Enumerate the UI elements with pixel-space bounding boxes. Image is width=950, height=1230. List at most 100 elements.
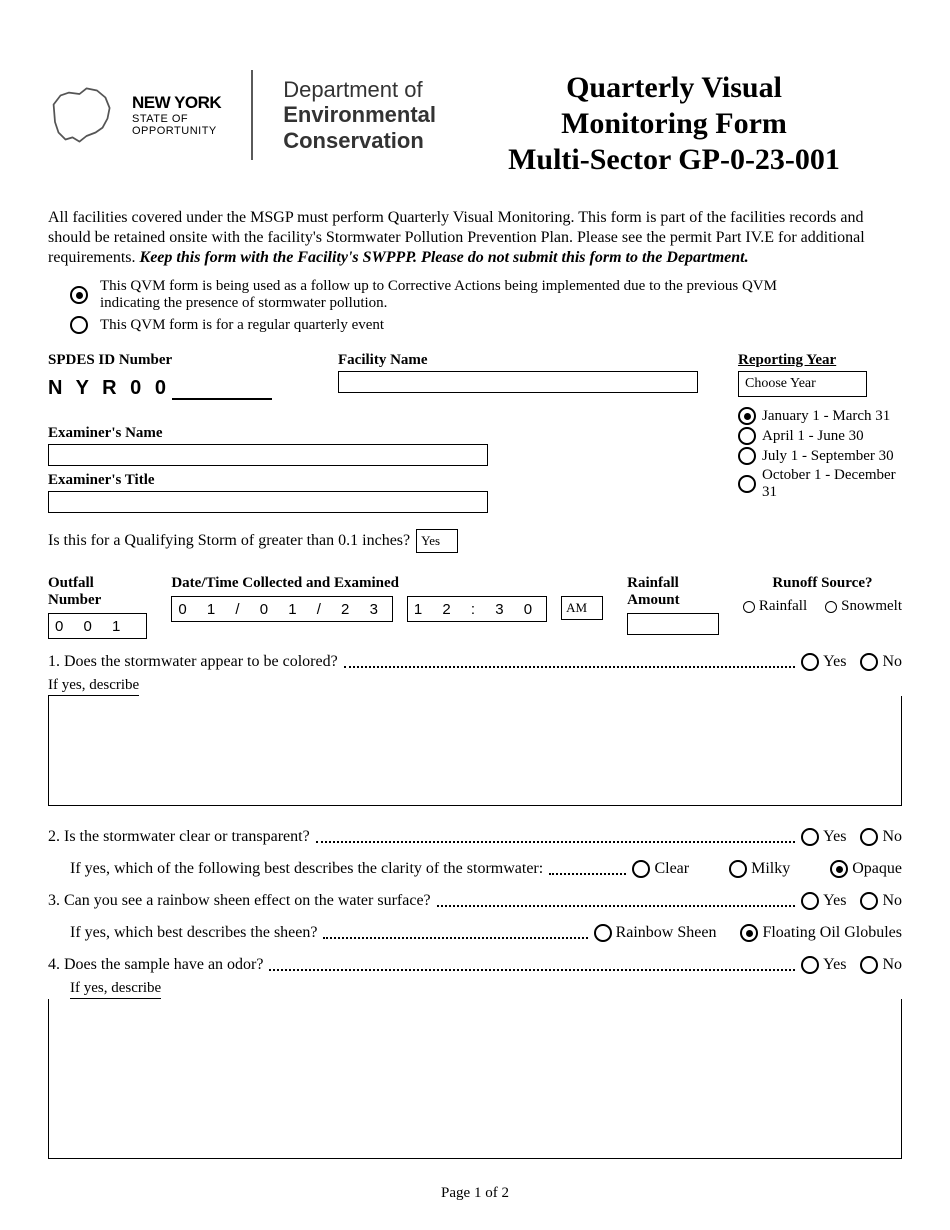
dept-l1: Department of — [283, 77, 436, 102]
radio-icon — [632, 860, 650, 878]
q1-label: January 1 - March 31 — [762, 408, 890, 425]
runoff-block: Runoff Source? Rainfall Snowmelt — [743, 575, 902, 615]
opaque-label: Opaque — [852, 860, 902, 878]
q1-desc-input[interactable] — [48, 696, 902, 806]
q2-label: April 1 - June 30 — [762, 428, 864, 445]
dots — [344, 656, 795, 668]
no-label: No — [882, 653, 902, 671]
state-sub1: STATE OF — [132, 113, 221, 125]
page-number: Page 1 of 2 — [0, 1185, 950, 1202]
q2-milky[interactable]: Milky — [729, 860, 790, 878]
yes-label: Yes — [823, 956, 846, 974]
q2-sub-text: If yes, which of the following best desc… — [70, 860, 543, 878]
radio-icon — [743, 601, 755, 613]
spdes-label: SPDES ID Number — [48, 352, 298, 369]
q4-desc-label: If yes, describe — [70, 980, 161, 999]
q1-yes[interactable]: Yes — [801, 653, 846, 671]
q2-yes[interactable]: Yes — [801, 828, 846, 846]
time-input[interactable]: 1 2 : 3 0 — [407, 596, 547, 622]
radio-icon — [860, 828, 878, 846]
option-regular[interactable]: This QVM form is for a regular quarterly… — [70, 316, 902, 334]
q2-no[interactable]: No — [860, 828, 902, 846]
q3-sub-row: If yes, which best describes the sheen? … — [70, 924, 902, 942]
q2-clear[interactable]: Clear — [632, 860, 689, 878]
ampm-select[interactable]: AM — [561, 596, 603, 620]
dept-l2: Environmental — [283, 102, 436, 127]
quarter-q2[interactable]: April 1 - June 30 — [738, 427, 902, 445]
year-select[interactable]: Choose Year — [738, 371, 867, 397]
q4-text: 4. Does the sample have an odor? — [48, 956, 263, 974]
dept-l3: Conservation — [283, 128, 436, 153]
q2-sub-row: If yes, which of the following best desc… — [70, 860, 902, 878]
radio-icon — [825, 601, 837, 613]
date-input[interactable]: 0 1 / 0 1 / 2 3 — [171, 596, 393, 622]
state-name: NEW YORK — [132, 93, 221, 113]
clear-label: Clear — [654, 860, 689, 878]
title-l1: Quarterly Visual — [446, 70, 902, 106]
q3-rainbow[interactable]: Rainbow Sheen — [594, 924, 717, 942]
q4-yes[interactable]: Yes — [801, 956, 846, 974]
year-label: Reporting Year — [738, 352, 902, 369]
no-label: No — [882, 828, 902, 846]
runoff-label: Runoff Source? — [743, 575, 902, 592]
spdes-prefix: N Y R 0 0 — [48, 377, 298, 400]
examiner-name-input[interactable] — [48, 444, 488, 466]
outfall-row: Outfall Number 0 0 1 Date/Time Collected… — [48, 575, 902, 639]
dots — [437, 895, 796, 907]
q1-no[interactable]: No — [860, 653, 902, 671]
top-options: This QVM form is being used as a follow … — [70, 278, 902, 334]
qualifying-select[interactable]: Yes — [416, 529, 458, 553]
quarter-q3[interactable]: July 1 - September 30 — [738, 447, 902, 465]
globules-label: Floating Oil Globules — [762, 924, 902, 942]
option-followup[interactable]: This QVM form is being used as a follow … — [70, 278, 902, 312]
dots — [269, 959, 795, 971]
runoff-snowmelt[interactable]: Snowmelt — [825, 598, 902, 615]
examiner-block: Examiner's Name Examiner's Title Is this… — [48, 419, 488, 553]
qualifying-row: Is this for a Qualifying Storm of greate… — [48, 529, 488, 553]
opt2-label: This QVM form is for a regular quarterly… — [100, 317, 384, 334]
form-title: Quarterly Visual Monitoring Form Multi-S… — [436, 70, 902, 178]
yes-label: Yes — [823, 828, 846, 846]
outfall-label: Outfall Number — [48, 575, 147, 609]
rainfall-col: Rainfall Amount — [627, 575, 719, 635]
facility-input[interactable] — [338, 371, 698, 393]
q2-opaque[interactable]: Opaque — [830, 860, 902, 878]
year-block: Reporting Year Choose Year January 1 - M… — [738, 352, 902, 503]
intro: All facilities covered under the MSGP mu… — [48, 208, 902, 268]
radio-icon — [738, 407, 756, 425]
q1-desc-label: If yes, describe — [48, 677, 139, 696]
rainbow-label: Rainbow Sheen — [616, 924, 717, 942]
radio-icon — [801, 828, 819, 846]
rainfall-input[interactable] — [627, 613, 719, 635]
q3-globules[interactable]: Floating Oil Globules — [740, 924, 902, 942]
radio-icon — [740, 924, 758, 942]
quarter-q4[interactable]: October 1 - December 31 — [738, 467, 902, 501]
q3-text: 3. Can you see a rainbow sheen effect on… — [48, 892, 431, 910]
q4-desc-input[interactable] — [48, 999, 902, 1159]
spdes-input[interactable] — [172, 380, 272, 400]
q4-no[interactable]: No — [860, 956, 902, 974]
q1-row: 1. Does the stormwater appear to be colo… — [48, 653, 902, 671]
q3-yes[interactable]: Yes — [801, 892, 846, 910]
q4-label: October 1 - December 31 — [762, 467, 902, 501]
runoff-rainfall[interactable]: Rainfall — [743, 598, 807, 615]
no-label: No — [882, 956, 902, 974]
radio-icon — [801, 892, 819, 910]
dept-text: Department of Environmental Conservation — [283, 77, 436, 153]
quarter-q1[interactable]: January 1 - March 31 — [738, 407, 902, 425]
radio-icon — [70, 286, 88, 304]
dots — [549, 863, 626, 875]
logo-block: NEW YORK STATE OF OPPORTUNITY Department… — [48, 70, 436, 160]
qualifying-q: Is this for a Qualifying Storm of greate… — [48, 532, 410, 550]
outfall-col: Outfall Number 0 0 1 — [48, 575, 147, 639]
examiner-name-label: Examiner's Name — [48, 425, 488, 442]
q3-no[interactable]: No — [860, 892, 902, 910]
title-l3: Multi-Sector GP-0-23-001 — [446, 142, 902, 178]
outfall-input[interactable]: 0 0 1 — [48, 613, 147, 639]
spdes-prefix-text: N Y R 0 0 — [48, 377, 170, 400]
page: NEW YORK STATE OF OPPORTUNITY Department… — [0, 0, 950, 1230]
state-sub2: OPPORTUNITY — [132, 125, 221, 137]
examiner-title-input[interactable] — [48, 491, 488, 513]
radio-icon — [738, 475, 756, 493]
quarters: January 1 - March 31 April 1 - June 30 J… — [738, 407, 902, 501]
